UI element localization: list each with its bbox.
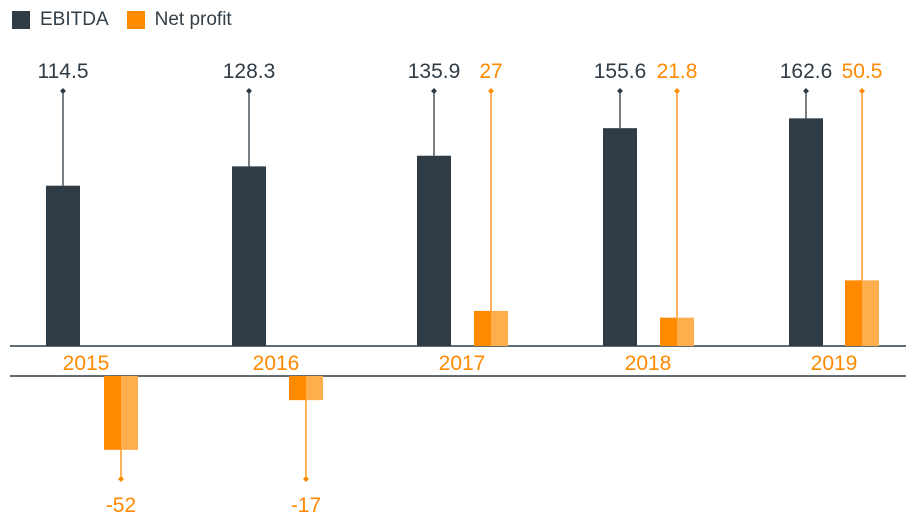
x-tick-label: 2019	[811, 352, 858, 375]
ebitda-leader-marker	[617, 88, 623, 94]
net-profit-bar-highlight	[121, 376, 138, 450]
legend-label-ebitda: EBITDA	[40, 9, 109, 30]
net-profit-leader-marker	[488, 88, 494, 94]
net-profit-bar-highlight	[677, 317, 694, 346]
ebitda-bar[interactable]	[232, 166, 266, 346]
net-profit-data-label: 50.5	[842, 60, 883, 83]
x-tick-label: 2017	[439, 352, 486, 375]
ebitda-data-label: 114.5	[38, 60, 89, 83]
x-tick-label: 2018	[625, 352, 672, 375]
net-profit-leader-marker	[303, 476, 309, 482]
legend-swatch-ebitda	[12, 11, 30, 29]
ebitda-bar[interactable]	[789, 118, 823, 346]
ebitda-leader-marker	[803, 88, 809, 94]
net-profit-bar-highlight	[306, 376, 323, 401]
ebitda-data-label: 162.6	[780, 60, 833, 83]
legend-item-net-profit[interactable]: Net profit	[126, 9, 232, 31]
net-profit-data-label: 27	[479, 60, 502, 83]
legend: EBITDA Net profit	[12, 6, 232, 34]
net-profit-data-label: 21.8	[657, 60, 698, 83]
net-profit-bar[interactable]	[474, 310, 491, 346]
x-tick-label: 2016	[253, 352, 300, 375]
ebitda-data-label: 155.6	[594, 60, 647, 83]
net-profit-data-label: -17	[291, 494, 321, 517]
ebitda-data-label: 135.9	[408, 60, 461, 83]
ebitda-bar[interactable]	[603, 128, 637, 346]
net-profit-bar[interactable]	[104, 376, 121, 450]
net-profit-data-label: -52	[106, 494, 136, 517]
ebitda-bar[interactable]	[417, 155, 451, 346]
ebitda-leader-marker	[246, 88, 252, 94]
net-profit-bar[interactable]	[660, 317, 677, 346]
net-profit-leader-marker	[674, 88, 680, 94]
ebitda-data-label: 128.3	[223, 60, 276, 83]
x-tick-label: 2015	[63, 352, 110, 375]
legend-item-ebitda[interactable]: EBITDA	[12, 9, 109, 31]
ebitda-bar[interactable]	[46, 185, 80, 346]
ebitda-leader-marker	[60, 88, 66, 94]
net-profit-leader-marker	[859, 88, 865, 94]
ebitda-leader-marker	[431, 88, 437, 94]
net-profit-bar-highlight	[491, 310, 508, 346]
legend-label-net-profit: Net profit	[154, 9, 232, 30]
legend-swatch-net-profit	[126, 11, 145, 29]
net-profit-bar-highlight	[862, 280, 879, 346]
net-profit-leader-marker	[118, 476, 124, 482]
net-profit-bar[interactable]	[845, 280, 862, 346]
net-profit-bar[interactable]	[289, 376, 306, 401]
